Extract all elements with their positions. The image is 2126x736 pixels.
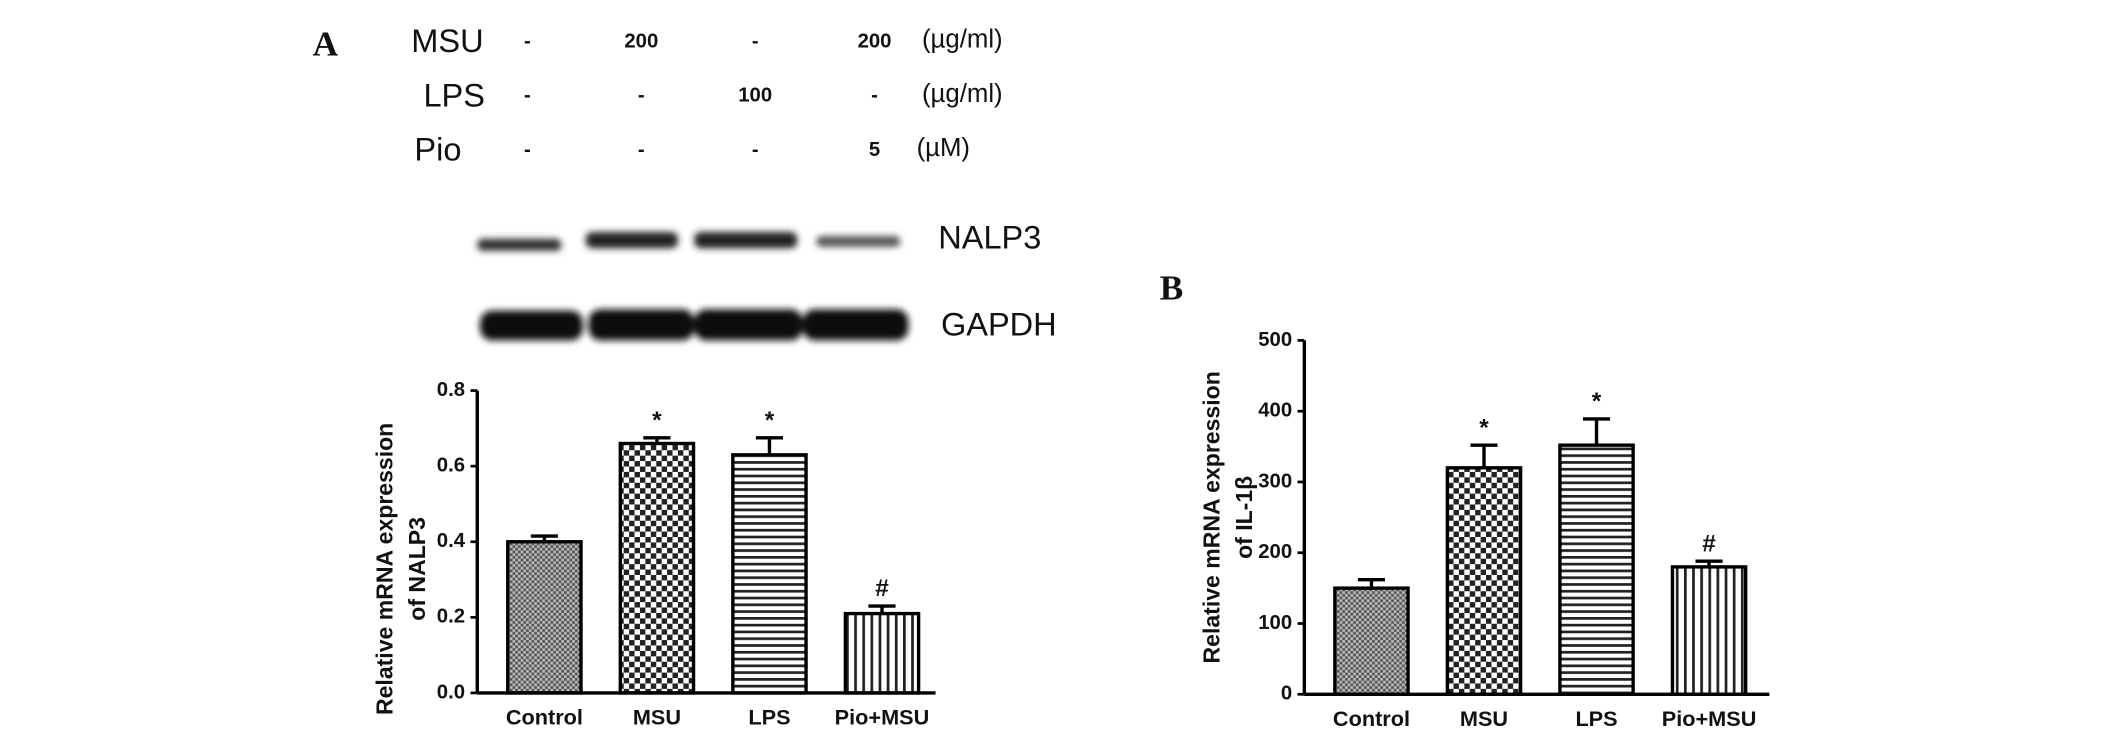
- y-tick-label: 0.6: [437, 455, 465, 477]
- y-axis-label: Relative mRNA expression: [1199, 371, 1225, 663]
- bar: [618, 441, 696, 695]
- dose: -: [638, 85, 645, 107]
- x-tick-label: MSU: [1460, 706, 1508, 731]
- dose: 200: [624, 31, 658, 53]
- y-tick-label: 0.2: [437, 606, 465, 628]
- bar: [1558, 443, 1635, 696]
- x-tick-label: LPS: [1575, 706, 1617, 731]
- dose: -: [524, 139, 531, 161]
- y-tick-label: 0.0: [437, 681, 465, 703]
- dose: -: [752, 139, 759, 161]
- significance-mark: #: [1702, 530, 1716, 557]
- bar: [1445, 466, 1523, 696]
- blot-label: GAPDH: [941, 306, 1057, 342]
- treatment-name: Pio: [414, 132, 461, 168]
- panel-label: A: [313, 25, 339, 64]
- x-tick-label: Control: [1333, 706, 1410, 731]
- dose: -: [752, 31, 759, 53]
- y-tick-label: 300: [1258, 470, 1292, 492]
- y-axis-label: of IL-1β: [1231, 476, 1257, 559]
- significance-mark: *: [1592, 388, 1602, 415]
- y-tick-label: 400: [1258, 400, 1292, 422]
- bar: [506, 540, 583, 695]
- bar: [843, 611, 921, 695]
- dose: -: [524, 31, 531, 53]
- dose: 100: [738, 85, 772, 107]
- significance-mark: *: [652, 407, 662, 434]
- dose: -: [638, 139, 645, 161]
- significance-mark: *: [1479, 414, 1489, 441]
- bar: [1670, 565, 1748, 696]
- treatment-name: MSU: [411, 23, 483, 59]
- blot-label: NALP3: [938, 220, 1041, 256]
- y-tick-label: 0.4: [437, 530, 466, 552]
- dose: -: [524, 85, 531, 107]
- y-tick-label: 0.8: [437, 379, 465, 401]
- panel-label: B: [1160, 269, 1184, 308]
- unit: (µg/ml): [922, 80, 1003, 108]
- y-tick-label: 200: [1258, 541, 1292, 563]
- dose: 5: [869, 139, 880, 161]
- y-tick-label: 500: [1258, 329, 1292, 351]
- treatment-name: LPS: [423, 77, 485, 113]
- significance-mark: *: [765, 407, 775, 434]
- x-tick-label: Pio+MSU: [1662, 706, 1757, 731]
- bar: [731, 453, 808, 695]
- x-tick-label: Control: [506, 704, 583, 729]
- western-blot: [477, 231, 909, 341]
- dose: -: [871, 85, 878, 107]
- y-axis-label: Relative mRNA expression: [372, 423, 398, 715]
- x-tick-label: MSU: [633, 704, 681, 729]
- unit: (µM): [917, 134, 970, 162]
- x-tick-label: LPS: [748, 704, 790, 729]
- bar: [1333, 586, 1410, 696]
- unit: (µg/ml): [922, 26, 1003, 54]
- y-tick-label: 0: [1281, 683, 1292, 705]
- y-tick-label: 100: [1258, 612, 1292, 634]
- x-tick-label: Pio+MSU: [835, 704, 930, 729]
- dose: 200: [858, 31, 892, 53]
- y-axis-label: of NALP3: [404, 517, 430, 621]
- significance-mark: #: [875, 575, 889, 602]
